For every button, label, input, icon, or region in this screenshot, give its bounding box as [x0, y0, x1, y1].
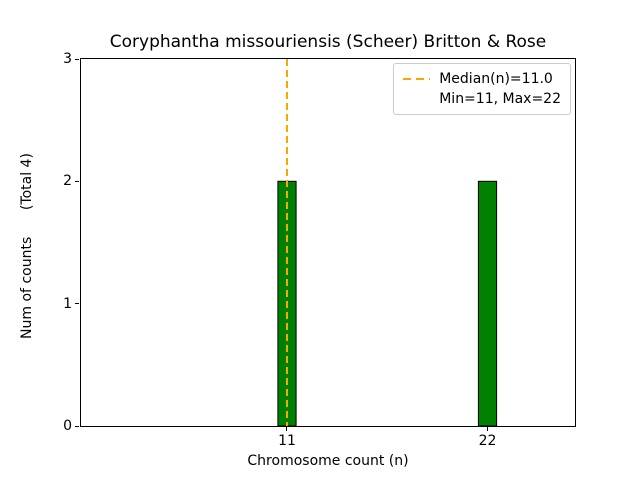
- y-tick-label: 1: [63, 295, 72, 312]
- x-tick-mark: [286, 427, 288, 431]
- y-tick-label: 0: [63, 418, 72, 434]
- x-tick-label: 22: [478, 433, 497, 449]
- median-dashed-line-icon: [403, 78, 431, 80]
- legend-entry-median: Median(n)=11.0: [403, 69, 561, 89]
- legend: Median(n)=11.0 Min=11, Max=22: [393, 63, 571, 115]
- legend-entry-minmax: Min=11, Max=22: [403, 89, 561, 109]
- y-tick-label: 2: [63, 173, 72, 190]
- x-tick-mark: [487, 427, 488, 431]
- legend-empty-handle: [403, 97, 430, 101]
- plot-canvas: [277, 59, 498, 426]
- legend-label-median: Median(n)=11.0: [439, 71, 553, 87]
- y-tick-mark: [75, 58, 79, 60]
- y-tick-mark: [75, 425, 79, 427]
- bar: [477, 180, 498, 426]
- chart-title: Coryphantha missouriensis (Scheer) Britt…: [109, 32, 547, 52]
- y-tick-mark: [75, 303, 79, 305]
- x-axis-label: Chromosome count (n): [247, 453, 409, 469]
- legend-label-minmax: Min=11, Max=22: [439, 91, 561, 107]
- y-tick-mark: [75, 180, 79, 182]
- x-tick-label: 11: [278, 433, 296, 449]
- y-axis-label: Num of counts (Total 4): [19, 153, 35, 339]
- plot-area: [80, 58, 576, 427]
- y-tick-label: 3: [63, 51, 72, 67]
